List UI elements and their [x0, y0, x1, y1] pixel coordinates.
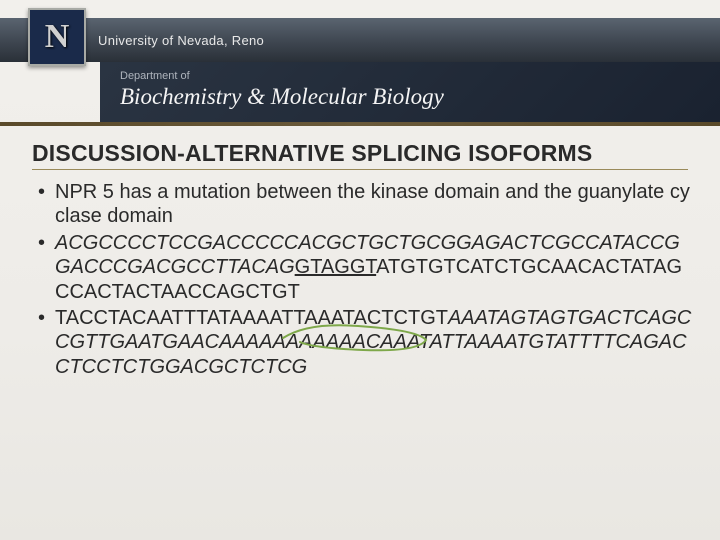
university-logo: N	[28, 8, 86, 66]
department-underline	[0, 122, 720, 126]
bullet-marker: •	[38, 306, 45, 379]
university-name: University of Nevada, Reno	[98, 33, 264, 48]
header-bar: N University of Nevada, Reno	[0, 18, 720, 62]
bullet-3: • TACCTACAATTTATAAAATTAAATACTCTGTAAATAGT…	[38, 306, 692, 379]
bullet-2: • ACGCCCCTCCGACCCCCACGCTGCTGCGGAGACTCGCC…	[38, 231, 692, 304]
department-block: Department of Biochemistry & Molecular B…	[100, 62, 720, 122]
logo-letter: N	[45, 18, 70, 56]
content-area: • NPR 5 has a mutation between the kinas…	[38, 180, 692, 381]
bullet-1-text: NPR 5 has a mutation between the kinase …	[55, 180, 692, 229]
seq-underlined: GTAGGT	[295, 256, 376, 278]
department-name: Biochemistry & Molecular Biology	[120, 84, 720, 110]
slide-title: DISCUSSION-ALTERNATIVE SPLICING ISOFORMS	[32, 140, 688, 170]
bullet-marker: •	[38, 231, 45, 304]
bullet-3-text: TACCTACAATTTATAAAATTAAATACTCTGTAAATAGTAG…	[55, 306, 692, 379]
bullet-1: • NPR 5 has a mutation between the kinas…	[38, 180, 692, 229]
title-container: DISCUSSION-ALTERNATIVE SPLICING ISOFORMS	[32, 140, 688, 170]
bullet-marker: •	[38, 180, 45, 229]
department-label: Department of	[120, 70, 720, 82]
bullet-2-text: ACGCCCCTCCGACCCCCACGCTGCTGCGGAGACTCGCCAT…	[55, 231, 692, 304]
seq-plain-3: TACCTACAATTTATAAAATTAAATACTCTGT	[55, 307, 448, 329]
